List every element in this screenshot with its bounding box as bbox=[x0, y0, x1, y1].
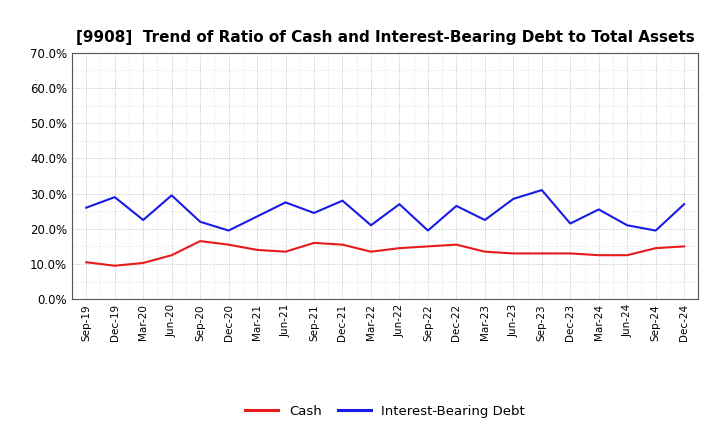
Title: [9908]  Trend of Ratio of Cash and Interest-Bearing Debt to Total Assets: [9908] Trend of Ratio of Cash and Intere… bbox=[76, 29, 695, 45]
Legend: Cash, Interest-Bearing Debt: Cash, Interest-Bearing Debt bbox=[240, 400, 530, 423]
